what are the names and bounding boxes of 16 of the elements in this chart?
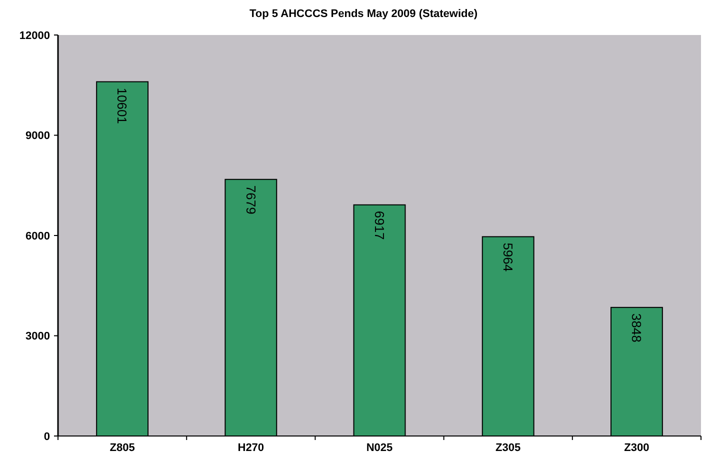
chart-title: Top 5 AHCCCS Pends May 2009 (Statewide) (250, 8, 478, 20)
y-tick-label: 3000 (26, 330, 50, 343)
data-label: 7679 (243, 185, 258, 214)
x-tick-label: N025 (366, 442, 393, 454)
x-tick-label: Z300 (624, 442, 650, 454)
data-label: 5964 (500, 242, 516, 272)
y-tick-label: 6000 (26, 230, 50, 242)
x-tick-label: H270 (238, 442, 264, 454)
x-tick-label: Z805 (110, 442, 135, 454)
y-tick-label: 0 (44, 430, 50, 443)
y-tick-label: 9000 (26, 130, 50, 142)
data-label: 10601 (114, 88, 130, 124)
data-label: 6917 (372, 210, 387, 240)
x-tick-label: Z305 (496, 442, 521, 454)
y-tick-label: 12000 (19, 30, 50, 42)
data-label: 3848 (629, 313, 644, 342)
